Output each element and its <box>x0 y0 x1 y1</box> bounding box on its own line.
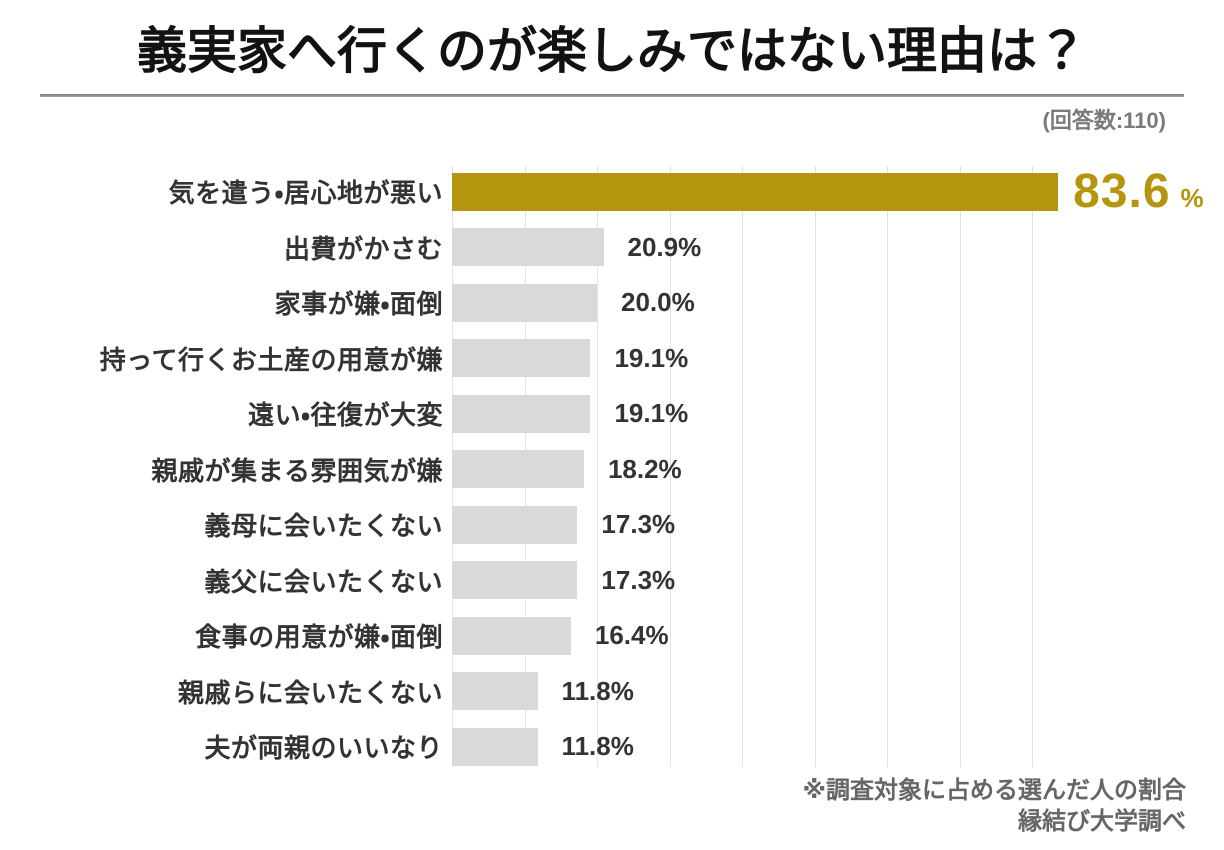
bar-chart: 気を遣う・居心地が悪い 83.6% 出費がかさむ 20.9% 家事が嫌・面倒 20.0% 持… <box>0 164 1224 775</box>
bar <box>452 561 578 600</box>
gridline <box>669 166 671 767</box>
bar <box>452 727 538 766</box>
value-label: 19.1% <box>614 342 689 373</box>
bar <box>452 283 597 322</box>
highlight-value: 83.6 <box>1073 165 1171 219</box>
row-label: 気を遣う・居心地が悪い <box>168 178 443 209</box>
bar-track: 17.3% <box>452 553 1224 609</box>
chart-row: 食事の用意が嫌・面倒 16.4% <box>0 608 1224 664</box>
row-label: 夫が両親のいいなり <box>204 733 443 764</box>
row-label: 家事が嫌・面倒 <box>274 289 443 320</box>
bar-track: 18.2% <box>452 442 1224 498</box>
value-label: 18.2% <box>607 453 682 484</box>
percent-unit: % <box>1180 183 1204 214</box>
value-label: 17.3% <box>601 509 676 540</box>
chart-footnote: ※調査対象に占める選んだ人の割合 縁結び大学調べ <box>0 775 1224 837</box>
bar <box>452 394 591 433</box>
footnote-line-1: ※調査対象に占める選んだ人の割合 <box>802 777 1186 804</box>
chart-row: 出費がかさむ 20.9% <box>0 220 1224 276</box>
bar <box>452 228 604 267</box>
bar-track: 11.8% <box>452 719 1224 775</box>
gridline <box>887 166 888 767</box>
bar <box>452 505 578 544</box>
row-label: 食事の用意が嫌・面倒 <box>195 622 443 653</box>
chart-rows: 気を遣う・居心地が悪い 83.6% 出費がかさむ 20.9% 家事が嫌・面倒 20.0% 持… <box>0 164 1224 775</box>
footnote-line-2: 縁結び大学調べ <box>1018 808 1186 835</box>
bar-highlighted <box>452 172 1059 211</box>
gridline <box>1032 166 1033 767</box>
chart-row: 持って行くお土産の用意が嫌 19.1% <box>0 331 1224 387</box>
chart-row: 家事が嫌・面倒 20.0% <box>0 275 1224 331</box>
bar-track: 17.3% <box>452 497 1224 553</box>
bar <box>452 339 591 378</box>
bar-track: 20.0% <box>452 275 1224 331</box>
row-label: 遠い・往復が大変 <box>248 400 443 431</box>
value-label: 19.1% <box>614 398 689 429</box>
value-label-highlighted: 83.6% <box>1073 164 1204 219</box>
gridline <box>597 166 598 767</box>
bar-track: 20.9% <box>452 220 1224 276</box>
value-label: 20.0% <box>621 287 695 318</box>
row-label: 義母に会いたくない <box>204 511 443 542</box>
bar <box>452 450 584 489</box>
chart-row: 親戚らに会いたくない 11.8% <box>0 664 1224 720</box>
bar-track: 11.8% <box>452 664 1224 720</box>
gridline <box>959 166 961 767</box>
value-label: 16.4% <box>594 620 669 651</box>
chart-row: 気を遣う・居心地が悪い 83.6% <box>0 164 1224 220</box>
row-label: 持って行くお土産の用意が嫌 <box>99 344 443 375</box>
chart-row: 遠い・往復が大変 19.1% <box>0 386 1224 442</box>
chart-row: 親戚が集まる雰囲気が嫌 18.2% <box>0 442 1224 498</box>
title-divider <box>40 94 1184 97</box>
chart-row: 義父に会いたくない 17.3% <box>0 553 1224 609</box>
row-label: 出費がかさむ <box>283 233 443 264</box>
chart-row: 夫が両親のいいなり 11.8% <box>0 719 1224 775</box>
value-label: 20.9% <box>627 231 702 262</box>
respondent-count: (回答数:110) <box>1042 108 1166 133</box>
bar-track: 19.1% <box>452 331 1224 387</box>
page-title: 義実家へ行くのが楽しみではない理由は？ <box>137 23 1087 79</box>
bar <box>452 672 538 711</box>
chart-row: 義母に会いたくない 17.3% <box>0 497 1224 553</box>
row-label: 義父に会いたくない <box>204 566 443 597</box>
bar-track: 19.1% <box>452 386 1224 442</box>
value-label: 11.8% <box>561 675 634 706</box>
row-label: 親戚らに会いたくない <box>177 677 443 708</box>
value-label: 11.8% <box>561 731 634 762</box>
gridline <box>814 166 816 767</box>
bar <box>452 616 571 655</box>
row-label: 親戚が集まる雰囲気が嫌 <box>151 455 443 486</box>
bar-track: 83.6% <box>452 164 1224 220</box>
value-label: 17.3% <box>601 564 676 595</box>
bar-track: 16.4% <box>452 608 1224 664</box>
gridline <box>742 166 743 767</box>
